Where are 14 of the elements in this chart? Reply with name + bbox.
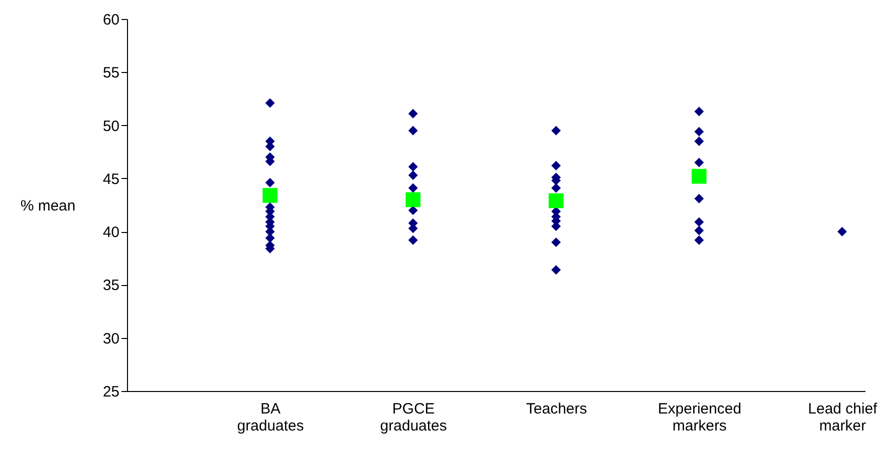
- x-tick-label: Lead chief marker: [808, 400, 878, 434]
- y-tick-label: 35: [102, 277, 120, 294]
- y-tick-label: 50: [102, 118, 120, 135]
- y-tick-label: 60: [102, 12, 120, 28]
- y-tick-label: 30: [102, 330, 120, 348]
- x-tick-label: Teachers: [526, 400, 588, 418]
- y-tick-label: 40: [102, 224, 120, 242]
- y-tick-label: 55: [102, 64, 120, 82]
- x-tick-label: PGCE graduates: [380, 400, 447, 434]
- y-tick-label: 45: [102, 170, 120, 188]
- x-tick-label: Experienced markers: [658, 400, 742, 434]
- y-axis-title: % mean: [20, 198, 76, 214]
- y-tick-label: 25: [102, 384, 120, 400]
- x-tick-label: BA graduates: [237, 400, 304, 434]
